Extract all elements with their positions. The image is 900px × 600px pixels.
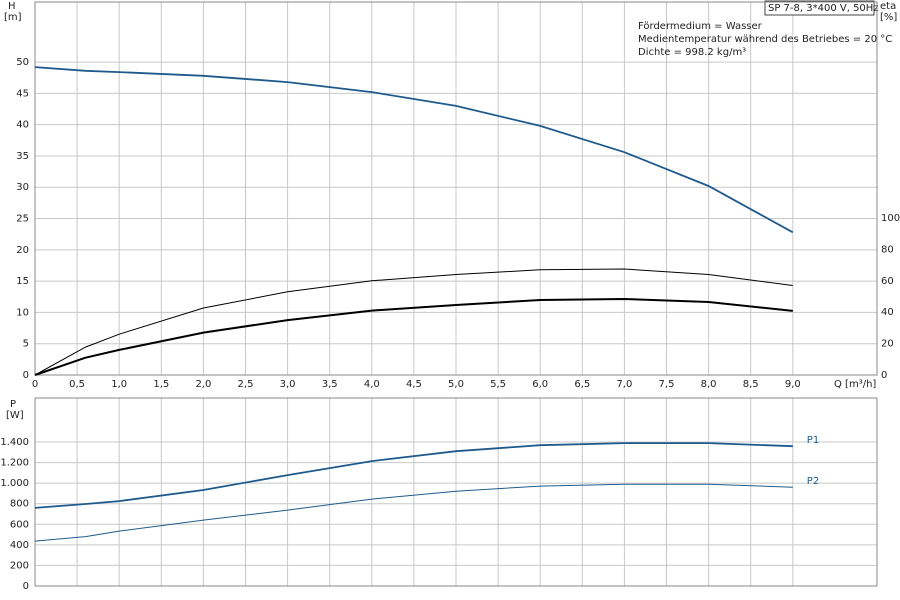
y-tick-label: 0 — [23, 581, 29, 592]
curve — [34, 442, 793, 509]
y2-tick-label: 20 — [881, 339, 894, 350]
x-tick-label: 3,0 — [280, 379, 296, 390]
x-tick-label: 7,0 — [616, 379, 632, 390]
y-tick-label: 400 — [10, 540, 29, 551]
series-label: P1 — [807, 435, 819, 446]
y-tick-label: 0 — [23, 370, 29, 381]
y2-tick-label: 60 — [881, 276, 894, 287]
y-tick-label: 50 — [16, 57, 29, 68]
plot-frame — [34, 397, 878, 587]
y-tick-label: 5 — [23, 339, 29, 350]
y2-tick-label: 40 — [881, 307, 894, 318]
annotation: Medientemperatur während des Betriebes =… — [638, 34, 892, 45]
x-tick-label: 2,5 — [238, 379, 254, 390]
x-tick-label: 8,0 — [701, 379, 717, 390]
y-tick-label: 30 — [16, 182, 29, 193]
x-tick-label: 9,0 — [785, 379, 801, 390]
y-tick-label: 20 — [16, 245, 29, 256]
x-tick-label: 6,0 — [532, 379, 548, 390]
y-tick-label: 1.000 — [0, 478, 29, 489]
y2-tick-label: 100 — [881, 213, 900, 224]
y-axis-label: H — [8, 1, 16, 12]
curve — [34, 268, 793, 376]
x-tick-label: 5,0 — [448, 379, 464, 390]
x-tick-label: 1,0 — [111, 379, 127, 390]
y-tick-label: 800 — [10, 499, 29, 510]
info-box — [764, 0, 875, 16]
curve — [34, 483, 793, 542]
x-tick-label: 5,5 — [490, 379, 506, 390]
y-tick-label: 200 — [10, 560, 29, 571]
y-axis-unit: [W] — [6, 410, 24, 421]
curve — [34, 66, 794, 234]
x-tick-label: 6,5 — [574, 379, 590, 390]
info-box-title: SP 7-8, 3*400 V, 50Hz — [768, 3, 879, 14]
y2-axis-label: eta — [880, 1, 896, 12]
y-tick-label: 25 — [16, 214, 29, 225]
x-tick-label: 8,5 — [743, 379, 759, 390]
y2-tick-label: 0 — [881, 370, 887, 381]
y-tick-label: 40 — [16, 120, 29, 131]
annotation: Dichte = 998.2 kg/m³ — [638, 47, 746, 58]
y-tick-label: 1.200 — [0, 458, 29, 469]
plot-frame — [34, 1, 878, 376]
x-tick-label: 0,5 — [69, 379, 85, 390]
y-tick-label: 15 — [16, 276, 29, 287]
x-tick-label: 4,0 — [364, 379, 380, 390]
annotation: Fördermedium = Wasser — [638, 21, 763, 32]
y-tick-label: 1.400 — [0, 437, 29, 448]
x-tick-label: 0 — [32, 379, 38, 390]
y-tick-label: 600 — [10, 519, 29, 530]
y-tick-label: 35 — [16, 151, 29, 162]
x-tick-label: 7,5 — [659, 379, 675, 390]
curve — [34, 297, 793, 376]
x-tick-label: 1,5 — [153, 379, 169, 390]
y-axis-unit: [m] — [4, 12, 22, 23]
y2-tick-label: 80 — [881, 244, 894, 255]
series-label: P2 — [807, 476, 819, 487]
y-tick-label: 45 — [16, 88, 29, 99]
y-tick-label: 10 — [16, 307, 29, 318]
y2-axis-unit: [%] — [880, 12, 897, 23]
y-axis-label: P — [10, 399, 16, 410]
x-tick-label: 4,5 — [406, 379, 422, 390]
x-tick-label: 3,5 — [322, 379, 338, 390]
x-tick-label: 2,0 — [195, 379, 211, 390]
x-axis-label: Q [m³/h] — [834, 379, 876, 390]
